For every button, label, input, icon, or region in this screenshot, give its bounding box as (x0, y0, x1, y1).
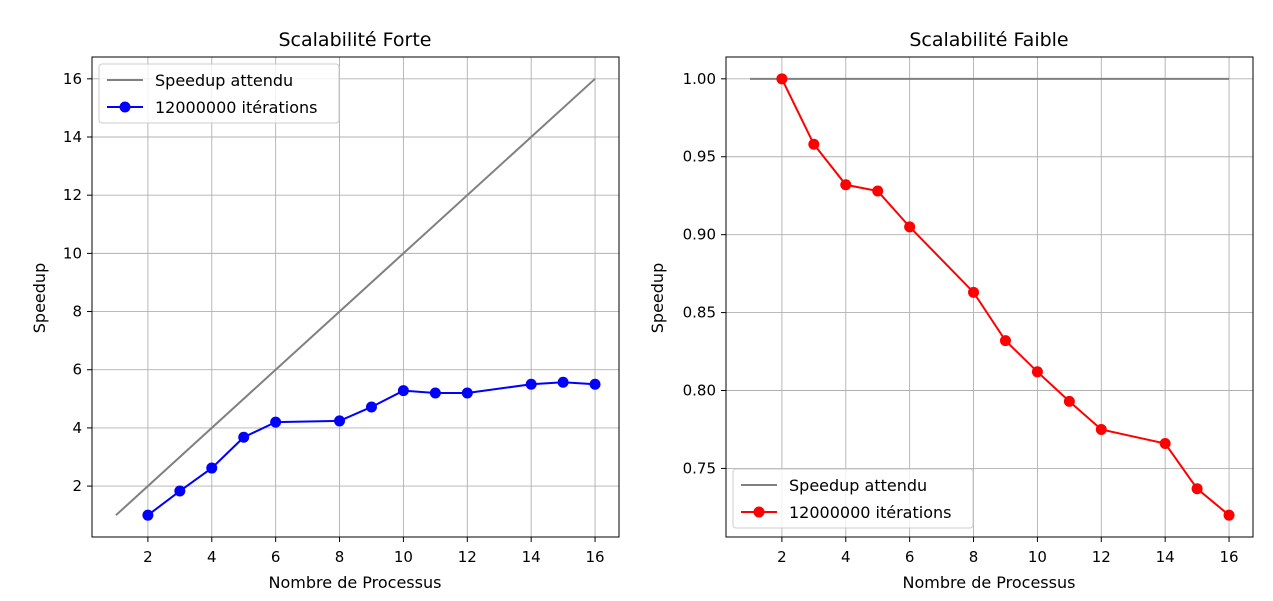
y-axis-label: Speedup (30, 263, 49, 333)
x-tick-label: 2 (143, 548, 153, 566)
data-point (206, 462, 218, 474)
data-point (174, 485, 186, 497)
y-tick-label: 0.85 (683, 304, 716, 322)
data-point (525, 378, 537, 390)
y-tick-label: 10 (63, 244, 82, 262)
legend-box (98, 63, 340, 124)
y-tick-label: 0.90 (683, 226, 716, 244)
legend-entry-label: 12000000 itérations (789, 503, 951, 522)
legend: Speedup attendu 12000000 itérations (732, 468, 974, 529)
strong-scaling-chart: Scalabilité Forte Nombre de Processus Sp… (30, 29, 620, 592)
y-tick-label: 14 (63, 128, 82, 146)
data-point (999, 335, 1011, 347)
x-tick-label: 4 (207, 548, 217, 566)
data-point (461, 387, 473, 399)
data-point (142, 509, 154, 521)
plot-frame (91, 56, 620, 538)
y-tick-label: 16 (63, 70, 82, 88)
data-point (1031, 366, 1043, 378)
x-tick-label: 16 (1219, 548, 1238, 566)
data-point (1191, 483, 1203, 495)
data-point (270, 416, 282, 428)
series-line (780, 78, 1230, 516)
data-point (904, 221, 916, 233)
x-tick-label: 6 (271, 548, 281, 566)
y-axis-label: Speedup (648, 263, 667, 333)
chart-title: Scalabilité Faible (909, 29, 1068, 51)
y-tick-label: 2 (72, 477, 82, 495)
data-point (365, 401, 377, 413)
data-point (1223, 509, 1235, 521)
weak-scaling-chart: Scalabilité Faible Nombre de Processus S… (648, 29, 1254, 592)
y-tick-label: 6 (72, 361, 82, 379)
data-point (872, 185, 884, 197)
legend-entry-label: Speedup attendu (789, 476, 927, 495)
legend-box (732, 468, 974, 529)
legend: Speedup attendu 12000000 itérations (98, 63, 340, 124)
data-point (429, 387, 441, 399)
y-tick-label: 0.95 (683, 148, 716, 166)
data-point (968, 286, 980, 298)
legend-marker (119, 101, 131, 113)
legend-marker (753, 506, 765, 518)
x-tick-label: 8 (969, 548, 979, 566)
x-tick-label: 6 (905, 548, 915, 566)
data-point (397, 385, 409, 397)
chart-title: Scalabilité Forte (279, 29, 432, 51)
data-point (1159, 437, 1171, 449)
x-axis-label: Nombre de Processus (903, 573, 1076, 592)
x-tick-label: 2 (777, 548, 787, 566)
data-point (1095, 423, 1107, 435)
data-point (334, 415, 346, 427)
plot-frame (725, 56, 1254, 538)
data-point (808, 138, 820, 150)
x-tick-label: 10 (1028, 548, 1047, 566)
x-tick-label: 14 (522, 548, 541, 566)
x-tick-label: 12 (1092, 548, 1111, 566)
y-tick-label: 8 (72, 303, 82, 321)
x-tick-label: 8 (335, 548, 345, 566)
x-tick-label: 4 (841, 548, 851, 566)
x-tick-label: 14 (1156, 548, 1175, 566)
data-point (557, 376, 569, 388)
x-tick-label: 16 (585, 548, 604, 566)
data-point (776, 73, 788, 85)
series-line (115, 78, 596, 516)
x-axis-label: Nombre de Processus (269, 573, 442, 592)
legend-entry-label: Speedup attendu (155, 71, 293, 90)
legend-entry-label: 12000000 itérations (155, 98, 317, 117)
data-point (238, 431, 250, 443)
y-tick-label: 12 (63, 186, 82, 204)
y-tick-label: 0.75 (683, 459, 716, 477)
y-tick-label: 0.80 (683, 382, 716, 400)
y-tick-label: 4 (72, 419, 82, 437)
x-tick-label: 10 (394, 548, 413, 566)
x-tick-label: 12 (458, 548, 477, 566)
data-point (840, 179, 852, 191)
y-tick-label: 1.00 (683, 70, 716, 88)
data-point (589, 378, 601, 390)
data-point (1063, 395, 1075, 407)
